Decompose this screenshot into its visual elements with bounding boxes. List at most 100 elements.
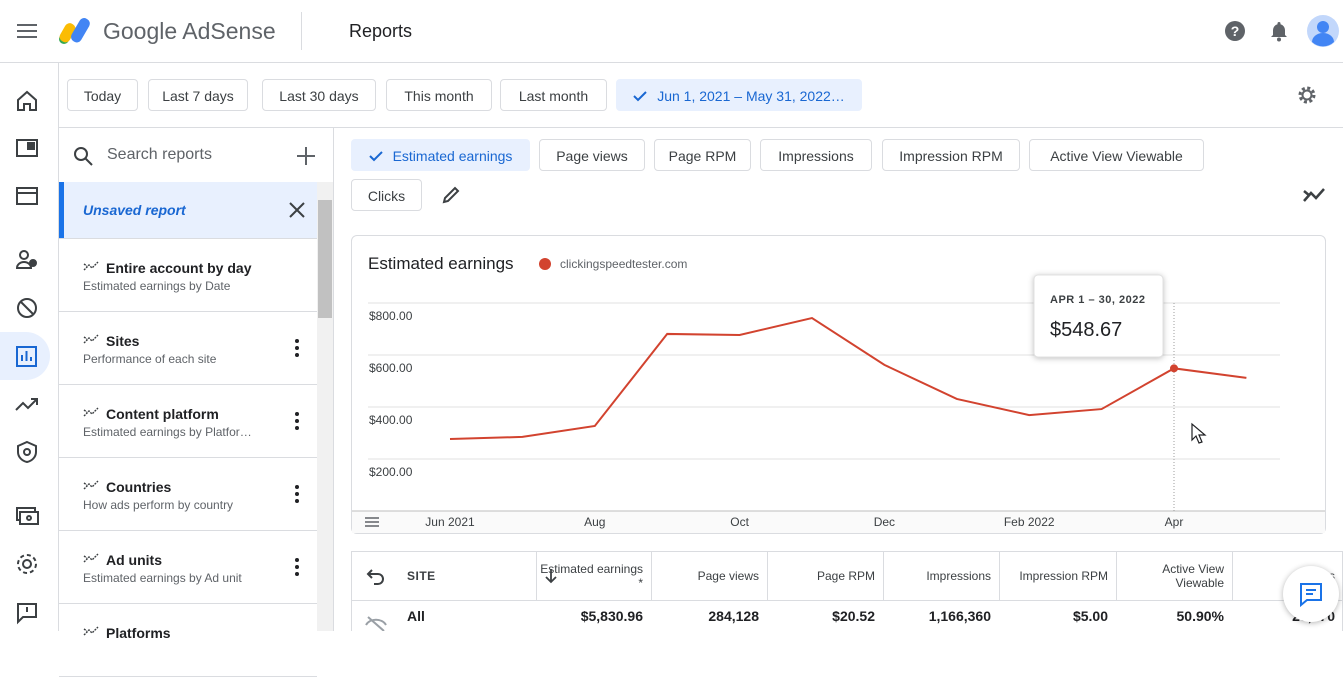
table-divider [351,600,1343,601]
metric-chip[interactable]: Estimated earnings [351,139,530,171]
settings-button[interactable] [1296,84,1318,106]
metric-chip[interactable]: Page RPM [654,139,751,171]
table-cell: 284,128 [708,608,759,624]
report-title: Sites [106,333,140,349]
column-header: SITE [407,569,436,583]
tooltip-title: APR 1 – 30, 2022 [1050,294,1145,306]
report-title: Ad units [106,552,162,568]
table-cell: $5.00 [1072,608,1108,624]
chart-card [351,235,1326,534]
edit-metrics-button[interactable] [441,185,461,205]
logo [59,18,90,44]
nav-icons[interactable] [14,88,40,628]
more-button[interactable] [291,411,303,431]
report-icon [83,480,99,490]
feedback-button[interactable] [1283,566,1339,622]
more-button[interactable] [291,557,303,577]
report-icon [83,261,99,271]
current-report[interactable] [59,182,317,238]
y-tick-label: $200.00 [369,465,413,479]
report-subtitle: Estimated earnings by Date [83,279,231,293]
metric-chip[interactable]: Impression RPM [882,139,1020,171]
date-filter[interactable]: Last 30 days [262,79,376,111]
x-axis-band [352,511,1325,533]
x-tick-label: Jun 2021 [425,515,475,529]
nav-selected [0,332,50,380]
check-icon [368,151,383,162]
report-subtitle: Performance of each site [83,352,217,366]
visibility-icon[interactable] [364,615,388,631]
table-cell: 50.90% [1176,608,1224,624]
date-filter[interactable]: Today [67,79,138,111]
x-tick-label: Apr [1165,515,1184,529]
nav-rail [0,63,59,631]
metric-chip[interactable]: Clicks [351,179,422,211]
column-header[interactable]: Page RPM [767,551,883,600]
undo-button[interactable] [366,566,386,586]
column-header[interactable]: Impressions [883,551,999,600]
more-button[interactable] [291,484,303,504]
report-item[interactable]: Countries How ads perform by country [59,458,317,531]
report-subtitle: Estimated earnings by Ad unit [83,571,242,585]
chart: Estimated earnings $200.00 $400.00 $600.00… [352,254,1325,533]
report-item[interactable]: Content platform Estimated earnings by Pl… [59,385,317,458]
current-report-title: Unsaved report [83,202,186,218]
legend-marker [539,258,551,270]
legend-label: clickingspeedtester.com [560,257,687,271]
report-title: Content platform [106,406,219,422]
x-tick-label: Dec [874,515,895,529]
account-avatar[interactable] [1306,14,1340,48]
x-tick-label: Feb 2022 [1004,515,1055,529]
search-input[interactable]: Search reports [107,146,212,163]
chip-label: Estimated earnings [392,148,513,164]
report-item[interactable]: Sites Performance of each site [59,312,317,385]
column-header[interactable]: Impression RPM [999,551,1116,600]
y-tick-label: $800.00 [369,309,413,323]
report-title: Platforms [106,625,171,641]
table-cell: $20.52 [832,608,875,624]
column-header[interactable]: Active View Viewable [1116,551,1232,600]
x-tick-label: Oct [730,515,749,529]
more-button[interactable] [291,338,303,358]
report-icon [83,626,99,636]
add-report-button[interactable] [296,146,316,166]
top-bar [0,0,1343,63]
notifications-button[interactable] [1269,20,1289,42]
y-tick-label: $600.00 [369,361,413,375]
column-header[interactable]: Page views [651,551,767,600]
menu-button[interactable] [16,20,38,42]
tooltip-value: $548.67 [1050,319,1122,341]
table-toggle[interactable] [365,517,379,527]
sort-icon[interactable] [544,568,558,584]
mouse-cursor [1191,422,1207,444]
metric-chip[interactable]: Page views [539,139,645,171]
date-filter[interactable]: Last 7 days [148,79,248,111]
divider [301,12,302,50]
divider [59,238,317,239]
date-filter[interactable]: This month [386,79,492,111]
report-item[interactable]: Ad units Estimated earnings by Ad unit [59,531,317,604]
report-item[interactable]: Platforms [59,604,317,677]
table-cell: All [407,608,425,624]
report-item[interactable]: Entire account by day Estimated earnings … [59,239,317,312]
report-title: Countries [106,479,172,495]
y-tick-label: $400.00 [369,413,413,427]
date-filter[interactable]: Jun 1, 2021 – May 31, 2022… [616,79,862,111]
column-header[interactable]: Estimated earnings * [536,551,651,600]
divider [59,127,1343,128]
table-cell: 1,166,360 [928,608,991,624]
feedback-icon [1300,583,1322,608]
scrollbar-thumb[interactable] [318,200,332,318]
compare-button[interactable] [1302,185,1326,205]
metric-chip[interactable]: Impressions [760,139,872,171]
close-button[interactable] [288,201,306,219]
product-name: Google AdSense [103,18,276,44]
chip-label: Jun 1, 2021 – May 31, 2022… [657,88,845,104]
help-button[interactable]: ? [1224,20,1246,42]
page-title: Reports [349,21,413,41]
highlight-point [1170,364,1178,373]
date-filter[interactable]: Last month [500,79,607,111]
metric-chip[interactable]: Active View Viewable [1029,139,1204,171]
